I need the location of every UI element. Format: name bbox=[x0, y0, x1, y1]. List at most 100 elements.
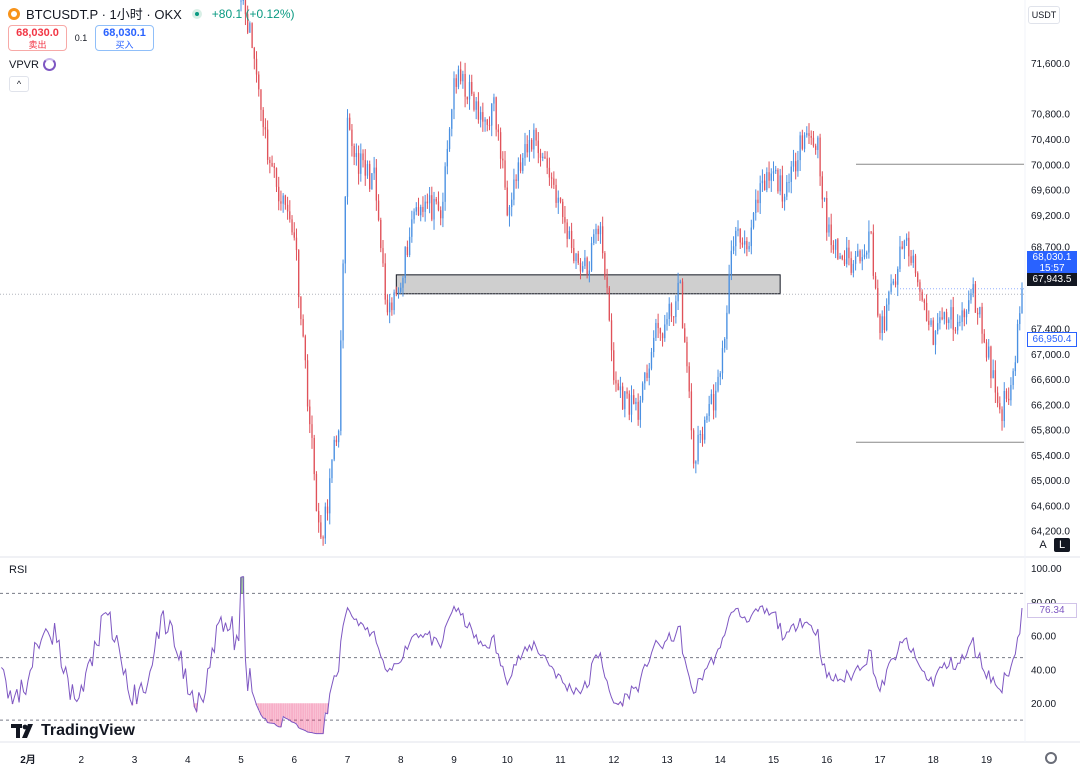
candle-body bbox=[391, 302, 393, 311]
log-scale-button[interactable]: L bbox=[1054, 538, 1070, 552]
candle-body bbox=[582, 266, 584, 272]
candle-body bbox=[779, 175, 781, 192]
tradingview-logo[interactable]: TradingView bbox=[11, 722, 135, 740]
candle-body bbox=[597, 228, 599, 235]
candle-body bbox=[854, 256, 857, 264]
currency-selector[interactable]: USDT bbox=[1028, 6, 1060, 24]
candle-body bbox=[1019, 313, 1021, 325]
time-tick-label: 17 bbox=[874, 755, 886, 766]
candle-body bbox=[970, 293, 972, 301]
time-tick-label: 3 bbox=[132, 755, 138, 766]
time-tick-label: 2 bbox=[78, 755, 84, 766]
candle-body bbox=[264, 127, 267, 130]
settings-icon[interactable] bbox=[1045, 752, 1057, 764]
candle-body bbox=[648, 368, 650, 378]
rsi-line bbox=[1, 575, 1023, 735]
candle-body bbox=[899, 246, 901, 269]
candle-body bbox=[408, 236, 411, 256]
candle-body bbox=[766, 172, 768, 191]
candle-body bbox=[606, 277, 608, 288]
refresh-icon[interactable] bbox=[42, 58, 56, 71]
candle-body bbox=[628, 393, 630, 415]
candle-body bbox=[280, 201, 282, 204]
candle-body bbox=[972, 284, 974, 294]
candle-body bbox=[542, 156, 544, 158]
candle-body bbox=[573, 247, 575, 261]
candle-body bbox=[309, 406, 311, 425]
price-tick-label: 64,200.0 bbox=[1031, 527, 1070, 538]
candle-body bbox=[619, 386, 622, 391]
candle-body bbox=[852, 263, 855, 273]
candle-body bbox=[344, 196, 346, 264]
candle-body bbox=[357, 153, 360, 174]
candle-body bbox=[444, 166, 446, 202]
candle-body bbox=[892, 281, 894, 284]
candle-body bbox=[921, 291, 923, 301]
candle-body bbox=[524, 144, 526, 158]
candle-body bbox=[917, 273, 919, 283]
candle-body bbox=[491, 103, 493, 126]
candle-body bbox=[795, 161, 797, 172]
sell-button[interactable]: 68,030.0 卖出 bbox=[8, 25, 67, 51]
candle-body bbox=[803, 135, 806, 149]
candle-body bbox=[459, 69, 462, 82]
price-tick-label: 65,800.0 bbox=[1031, 426, 1070, 437]
candle-body bbox=[313, 437, 315, 475]
candle-body bbox=[291, 219, 293, 233]
candle-body bbox=[446, 148, 449, 167]
candle-body bbox=[371, 173, 373, 190]
candle-body bbox=[863, 254, 866, 258]
candle-body bbox=[404, 247, 406, 278]
candle-body bbox=[697, 434, 699, 462]
indicator-legend[interactable]: VPVR bbox=[9, 58, 56, 71]
candle-body bbox=[644, 372, 646, 384]
candle-body bbox=[340, 340, 342, 431]
candle-body bbox=[976, 312, 979, 315]
price-tick-label: 64,600.0 bbox=[1031, 501, 1070, 512]
candle-body bbox=[834, 239, 837, 250]
candle-body bbox=[712, 394, 715, 411]
candle-body bbox=[586, 257, 588, 275]
symbol-title[interactable]: BTCUSDT.P · 1小时 · OKX bbox=[26, 7, 182, 22]
candle-body bbox=[937, 323, 939, 331]
sell-price: 68,030.0 bbox=[16, 27, 59, 39]
candle-body bbox=[952, 307, 954, 330]
candle-body bbox=[559, 197, 562, 202]
candle-body bbox=[941, 317, 943, 320]
candle-body bbox=[888, 291, 890, 305]
time-tick-label: 13 bbox=[661, 755, 673, 766]
candle-body bbox=[961, 310, 963, 322]
candle-body bbox=[590, 243, 593, 271]
candle-body bbox=[295, 237, 298, 251]
candle-body bbox=[570, 230, 573, 248]
candle-body bbox=[601, 226, 604, 254]
candle-body bbox=[346, 117, 349, 197]
candle-body bbox=[240, 0, 242, 2]
candle-body bbox=[923, 300, 926, 303]
candle-body bbox=[724, 338, 726, 349]
candle-body bbox=[624, 391, 626, 410]
candle-body bbox=[377, 200, 380, 220]
candle-body bbox=[550, 177, 553, 179]
candle-body bbox=[761, 180, 764, 184]
candle-body bbox=[333, 439, 335, 460]
candle-body bbox=[462, 74, 464, 82]
candle-body bbox=[499, 132, 502, 159]
auto-scale-button[interactable]: A bbox=[1039, 539, 1047, 551]
candle-body bbox=[366, 164, 369, 176]
candle-body bbox=[253, 48, 255, 59]
candle-body bbox=[1008, 398, 1010, 401]
collapse-legend-button[interactable]: ^ bbox=[9, 76, 29, 92]
candle-body bbox=[298, 250, 300, 298]
candle-body bbox=[963, 310, 965, 318]
candle-body bbox=[375, 167, 378, 201]
candle-body bbox=[621, 386, 624, 410]
candle-body bbox=[522, 157, 524, 171]
candle-body bbox=[513, 179, 515, 200]
candle-body bbox=[781, 175, 784, 202]
buy-button[interactable]: 68,030.1 买入 bbox=[95, 25, 154, 51]
candle-body bbox=[386, 299, 389, 313]
candle-body bbox=[879, 315, 881, 333]
candle-body bbox=[799, 135, 801, 161]
